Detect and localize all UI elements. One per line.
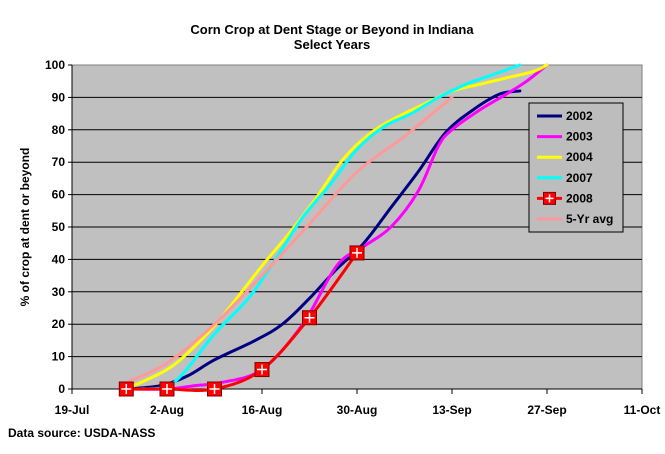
x-axis-ticks: 19-Jul 2-Aug 16-Aug 30-Aug 13-Sep 27-Sep 11-Oc… — [55, 65, 661, 417]
x-tick-label: 13-Sep — [432, 403, 471, 417]
data-point-cross — [304, 312, 315, 323]
y-tick-label: 40 — [52, 252, 66, 266]
chart-title: Corn Crop at Dent Stage or Beyond in Ind… — [190, 22, 474, 37]
data-point-cross — [257, 364, 267, 375]
y-tick-label: 60 — [52, 188, 66, 202]
legend-marker-cross — [545, 194, 554, 203]
x-tick-label: 27-Sep — [527, 403, 566, 417]
x-tick-label: 30-Aug — [337, 403, 378, 417]
series-line-2007 — [138, 63, 522, 391]
legend-label: 5-Yr avg — [566, 212, 613, 226]
series-line-2004 — [124, 63, 549, 391]
y-tick-label: 100 — [45, 58, 65, 72]
legend-label: 2002 — [566, 109, 593, 123]
y-tick-label: 0 — [58, 382, 65, 396]
data-source: Data source: USDA-NASS — [8, 426, 155, 440]
x-tick-label: 19-Jul — [55, 403, 90, 417]
legend-label: 2008 — [566, 191, 593, 205]
chart-subtitle: Select Years — [294, 37, 370, 52]
data-point-cross — [162, 384, 172, 394]
y-tick-label: 30 — [52, 285, 66, 299]
legend-label: 2003 — [566, 130, 593, 144]
legend: 2002 2003 2004 2007 2008 5-Yr avg — [528, 102, 624, 233]
legend-box — [528, 102, 624, 233]
y-tick-label: 20 — [52, 317, 66, 331]
x-tick-label: 2-Aug — [150, 403, 184, 417]
y-tick-label: 70 — [52, 155, 66, 169]
data-point-cross — [121, 384, 132, 394]
y-tick-label: 80 — [52, 123, 66, 137]
y-axis-label: % of crop at dent or beyond — [18, 148, 32, 307]
y-tick-label: 90 — [52, 90, 66, 104]
legend-label: 2007 — [566, 171, 593, 185]
data-point-cross — [209, 384, 220, 394]
x-tick-label: 16-Aug — [242, 403, 283, 417]
y-tick-label: 50 — [52, 220, 66, 234]
data-point-cross — [352, 247, 362, 258]
legend-label: 2004 — [566, 150, 593, 164]
series-line-5-yr-avg — [124, 95, 454, 385]
x-tick-label: 11-Oct — [624, 403, 661, 417]
y-axis-ticks: 0 10 20 30 40 50 60 70 80 90 100 — [45, 58, 72, 396]
y-tick-label: 10 — [52, 350, 66, 364]
series-line-2002 — [124, 89, 522, 391]
markers-group — [118, 245, 365, 397]
series-group — [124, 63, 549, 392]
